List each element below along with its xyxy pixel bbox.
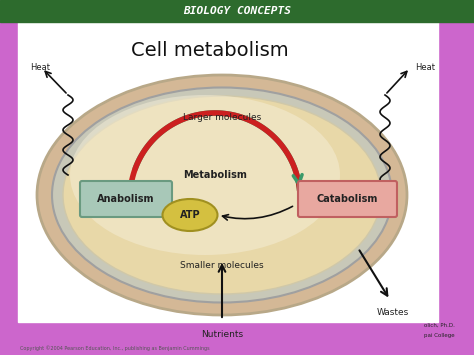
- FancyBboxPatch shape: [298, 181, 397, 217]
- Text: Smaller molecules: Smaller molecules: [180, 261, 264, 269]
- Text: pai College: pai College: [424, 333, 455, 338]
- Ellipse shape: [163, 199, 218, 231]
- Ellipse shape: [37, 75, 407, 315]
- Ellipse shape: [70, 95, 340, 255]
- Bar: [18, 22, 438, 322]
- Text: Metabolism: Metabolism: [183, 170, 247, 180]
- Text: Cell metabolism: Cell metabolism: [131, 40, 289, 60]
- Text: Catabolism: Catabolism: [316, 194, 378, 204]
- Text: ATP: ATP: [180, 210, 201, 220]
- FancyBboxPatch shape: [80, 181, 172, 217]
- Bar: [0, 0, 474, 22]
- Text: Heat: Heat: [30, 64, 50, 72]
- Text: olich, Ph.D.: olich, Ph.D.: [424, 322, 455, 328]
- Ellipse shape: [63, 96, 381, 294]
- Text: Anabolism: Anabolism: [97, 194, 155, 204]
- Text: Nutrients: Nutrients: [201, 330, 243, 339]
- Text: Copyright ©2004 Pearson Education, Inc., publishing as Benjamin Cummings: Copyright ©2004 Pearson Education, Inc.,…: [20, 345, 210, 351]
- Ellipse shape: [52, 87, 392, 302]
- Text: Heat: Heat: [415, 64, 435, 72]
- Text: BIOLOGY CONCEPTS: BIOLOGY CONCEPTS: [183, 6, 291, 16]
- Text: Wastes: Wastes: [377, 308, 409, 317]
- Text: Larger molecules: Larger molecules: [183, 114, 261, 122]
